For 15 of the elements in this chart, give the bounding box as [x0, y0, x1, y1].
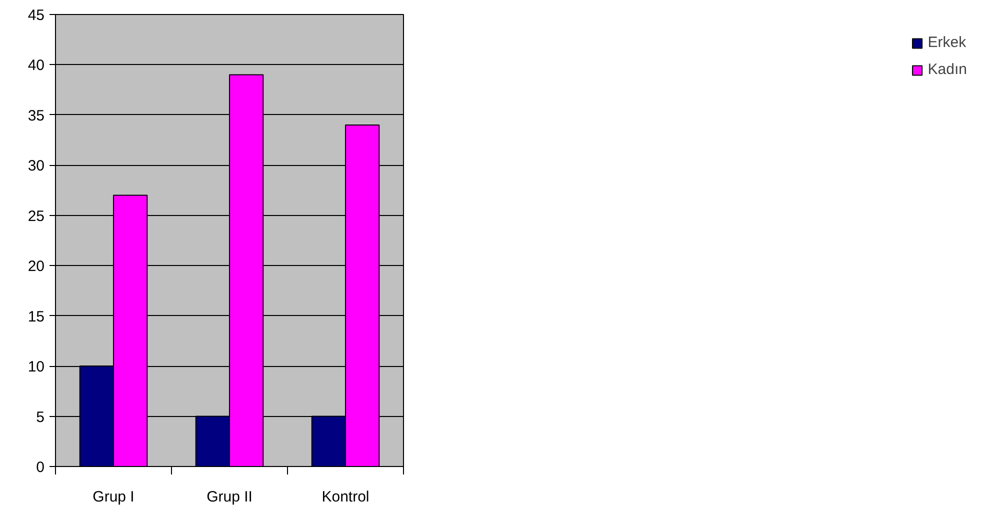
- y-tick-label: 10: [28, 358, 45, 376]
- y-tick-label: 5: [36, 408, 44, 426]
- y-tick-label: 35: [28, 107, 45, 124]
- y-tick-label: 40: [28, 57, 45, 74]
- y-tick-label: 20: [28, 258, 45, 276]
- y-tick-label: 15: [28, 308, 45, 326]
- y-tick-label: 30: [28, 158, 45, 175]
- x-tick-label: Grup II: [206, 488, 252, 506]
- y-tick-label: 25: [28, 208, 45, 225]
- x-tick-label: Kontrol: [322, 488, 370, 506]
- y-tick-label: 45: [28, 7, 45, 24]
- x-tick-label: Grup I: [92, 488, 134, 506]
- legend-label: Kadın: [928, 61, 967, 78]
- legend-label: Erkek: [928, 34, 966, 51]
- y-tick-label: 0: [36, 459, 44, 476]
